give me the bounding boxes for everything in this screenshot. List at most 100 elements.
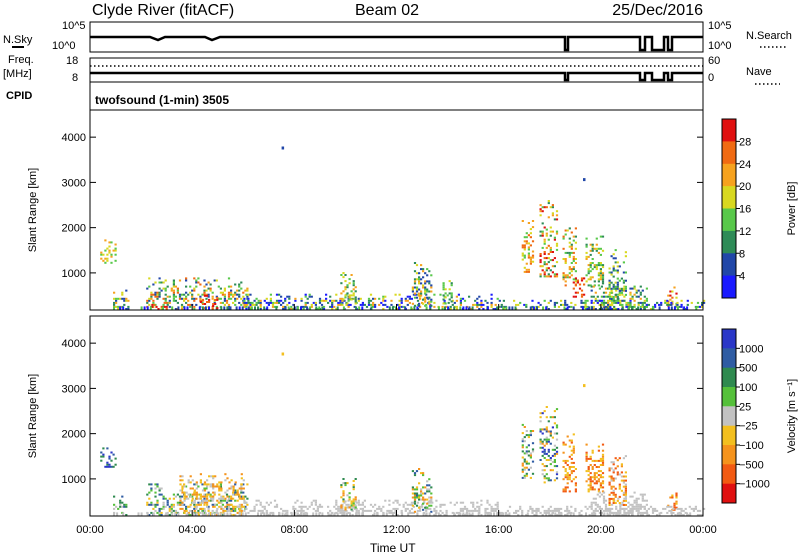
echo-cell [549,457,552,459]
echo-cell [259,305,262,308]
echo-cell [121,297,124,300]
echo-cell [168,497,171,500]
echo-cell [549,514,552,516]
echo-cell [521,514,524,516]
echo-cell [523,246,526,249]
echo-cell [597,445,600,448]
echo-cell [597,262,600,264]
echo-cell [428,496,431,499]
colorbar-swatch [722,119,736,142]
echo-cell [610,497,613,500]
echo-cell [641,495,644,498]
echo-cell [195,493,198,496]
echo-cell [294,507,297,510]
echo-cell [100,253,103,256]
echo-cell [367,303,371,306]
echo-cell [474,509,477,512]
echo-cell [639,301,642,304]
echo-cell [604,295,608,298]
echo-cell [415,492,419,495]
echo-cell [564,280,567,283]
echo-cell [179,503,182,506]
echo-cell [183,493,186,496]
ground-echo-cell [241,512,244,517]
echo-cell [179,489,182,492]
echo-cell [547,301,550,304]
echo-cell [594,291,597,294]
echo-cell [104,239,107,242]
echo-cell [234,291,237,294]
echo-cell [566,276,569,279]
echo-cell [146,503,149,506]
echo-cell [174,299,177,302]
echo-cell [227,505,231,508]
echo-cell [203,294,207,297]
echo-cell [160,507,163,510]
ground-echo-cell [296,512,299,517]
echo-cell [531,442,535,445]
echo-cell [572,281,575,284]
echo-cell [420,472,423,475]
echo-cell [249,301,252,304]
echo-cell [490,507,493,510]
echo-cell [228,487,231,490]
echo-cell [531,254,535,257]
echo-cell [611,301,614,304]
echo-cell [207,491,210,494]
echo-cell [411,486,414,489]
echo-cell [443,514,446,516]
echo-cell [193,509,196,512]
echo-cell [589,486,592,489]
echo-cell [150,293,153,296]
echo-cell [348,296,351,299]
echo-cell [442,284,445,287]
echo-cell [564,474,567,477]
echo-cell [203,489,207,492]
echo-cell [444,288,447,291]
echo-cell [525,305,528,308]
echo-cell [352,504,355,507]
echo-cell [566,459,569,462]
echo-cell [430,300,433,303]
ground-echo-cell [300,512,302,517]
echo-cell [219,485,222,488]
echo-cell [199,511,202,514]
echo-cell [553,265,556,268]
echo-cell [189,285,192,288]
ground-echo-cell [486,306,489,311]
echo-cell [191,501,194,504]
echo-cell [282,305,285,308]
echo-cell [195,281,198,284]
echo-cell [641,497,644,500]
echo-cell [181,491,184,494]
ground-echo-cell [477,512,480,517]
ground-echo-cell [459,512,462,517]
echo-cell [572,466,575,468]
echo-cell [596,503,599,506]
echo-cell [191,487,194,490]
echo-cell [197,497,200,500]
echo-cell [240,473,243,476]
echo-cell [209,289,212,292]
echo-cell [114,259,117,262]
echo-cell [382,299,385,302]
echo-cell [599,253,602,256]
echo-cell [257,509,260,512]
echo-cell [193,287,196,290]
echo-cell [232,487,235,490]
echo-cell [525,460,528,463]
echo-cell [671,496,674,499]
echo-cell [621,293,624,296]
echo-cell [639,297,642,300]
echo-cell [615,308,618,310]
echo-cell [406,503,409,506]
echo-cell [240,487,243,490]
echo-cell [193,289,196,292]
echo-cell [209,511,212,514]
echo-cell [525,466,528,469]
echo-cell [224,505,227,508]
echo-cell [549,248,552,251]
echo-cell [616,499,619,502]
echo-cell [572,478,575,481]
ground-echo-cell [229,512,232,517]
